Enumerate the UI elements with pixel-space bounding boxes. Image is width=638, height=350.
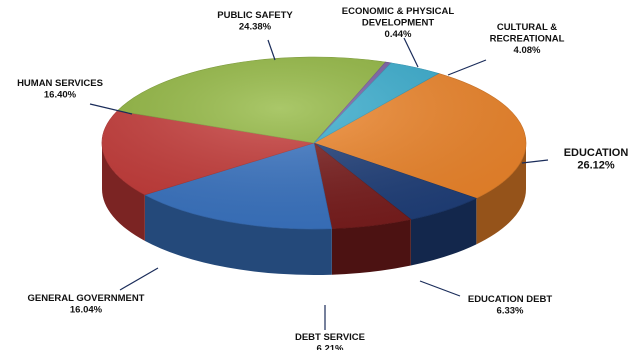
data-label-human-services: HUMAN SERVICES 16.40% bbox=[17, 78, 103, 101]
pie-side-general-government bbox=[144, 194, 332, 276]
data-label-category: EDUCATION bbox=[564, 147, 629, 159]
data-label-category: PUBLIC SAFETY bbox=[217, 10, 293, 21]
data-label-percent: 16.04% bbox=[70, 305, 103, 316]
data-label-category: EDUCATION DEBT bbox=[468, 294, 552, 305]
data-label-public-safety: PUBLIC SAFETY 24.38% bbox=[217, 10, 293, 33]
data-label-category: DEBT SERVICE bbox=[295, 332, 365, 343]
pie-side-human-services bbox=[102, 143, 145, 241]
pie-side-education-debt bbox=[410, 198, 477, 266]
leader-line-general-government bbox=[119, 267, 159, 291]
data-label-percent: 0.44% bbox=[385, 29, 412, 40]
data-label-percent: 4.08% bbox=[514, 45, 541, 56]
data-labels: EDUCATION 26.12% EDUCATION DEBT 6.33% DEBT S… bbox=[17, 6, 628, 350]
leader-line-education-debt bbox=[419, 280, 461, 297]
pie-shading bbox=[102, 57, 526, 229]
data-label-percent: 16.40% bbox=[44, 90, 77, 101]
data-label-percent: 24.38% bbox=[239, 22, 272, 33]
data-label-education: EDUCATION 26.12% bbox=[564, 147, 629, 172]
pie-side-education bbox=[476, 143, 526, 245]
data-label-general-government: GENERAL GOVERNMENT 16.04% bbox=[27, 293, 144, 316]
leader-line-human-services bbox=[89, 103, 133, 115]
data-label-debt-service: DEBT SERVICE 6.21% bbox=[295, 332, 365, 350]
data-label-percent: 6.21% bbox=[317, 344, 344, 350]
leader-line-economic-physical-development bbox=[403, 37, 419, 68]
data-label-category: ECONOMIC & PHYSICAL bbox=[342, 6, 455, 17]
data-label-category: HUMAN SERVICES bbox=[17, 78, 103, 89]
data-label-percent: 6.33% bbox=[497, 306, 524, 317]
pie-side-debt-service bbox=[331, 219, 411, 275]
data-label-category: DEVELOPMENT bbox=[362, 18, 435, 29]
leader-lines bbox=[89, 37, 549, 330]
data-label-education-debt: EDUCATION DEBT 6.33% bbox=[468, 294, 552, 317]
data-label-percent: 26.12% bbox=[577, 160, 615, 172]
data-label-category: GENERAL GOVERNMENT bbox=[27, 293, 144, 304]
leader-line-public-safety bbox=[267, 39, 276, 61]
data-label-cultural-recreational: CULTURAL & RECREATIONAL 4.08% bbox=[490, 22, 565, 56]
data-label-category: CULTURAL & bbox=[497, 22, 557, 33]
leader-line-education bbox=[521, 159, 549, 164]
pie-top-highlight bbox=[102, 57, 526, 229]
pie-sides bbox=[102, 143, 526, 276]
leader-line-cultural-recreational bbox=[447, 59, 487, 76]
data-label-category: RECREATIONAL bbox=[490, 34, 565, 45]
data-label-economic-physical-development: ECONOMIC & PHYSICAL DEVELOPMENT 0.44% bbox=[342, 6, 455, 40]
